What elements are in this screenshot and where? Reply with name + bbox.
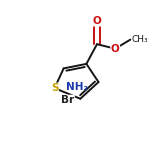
Text: CH₃: CH₃ bbox=[131, 35, 148, 44]
Text: O: O bbox=[111, 44, 120, 54]
Text: O: O bbox=[93, 16, 101, 26]
Text: NH₂: NH₂ bbox=[66, 82, 88, 92]
Text: Br: Br bbox=[61, 95, 74, 105]
Text: S: S bbox=[51, 83, 58, 93]
